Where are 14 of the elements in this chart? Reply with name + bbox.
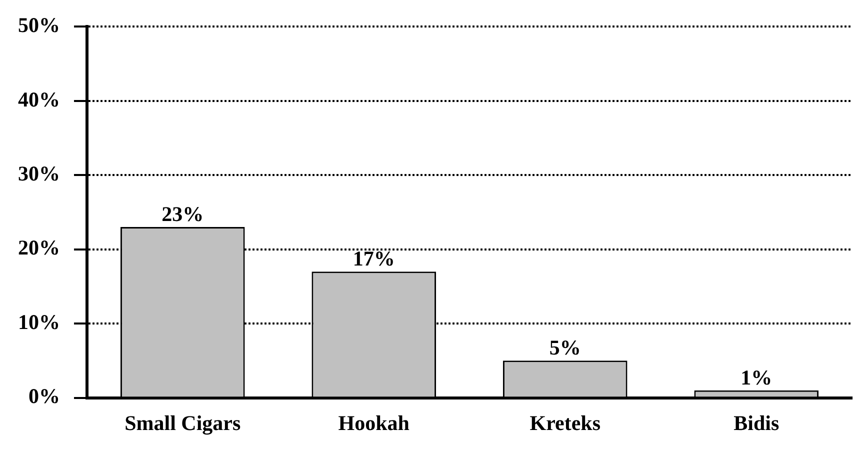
- y-tick-label: 0%: [28, 384, 60, 408]
- x-tick-label: Bidis: [734, 410, 780, 435]
- data-label: 5%: [549, 336, 581, 360]
- y-tick-label: 50%: [18, 13, 60, 38]
- y-tick-label: 40%: [18, 87, 60, 112]
- y-tick-label: 20%: [18, 236, 60, 260]
- y-tick-label: 10%: [18, 310, 60, 334]
- x-tick-label: Hookah: [338, 410, 410, 435]
- x-tick-label: Kreteks: [530, 410, 601, 435]
- y-tick-label: 30%: [18, 162, 60, 186]
- data-label: 23%: [162, 202, 204, 226]
- x-tick-label: Small Cigars: [124, 410, 241, 435]
- data-label: 1%: [740, 365, 772, 390]
- data-label: 17%: [352, 246, 395, 271]
